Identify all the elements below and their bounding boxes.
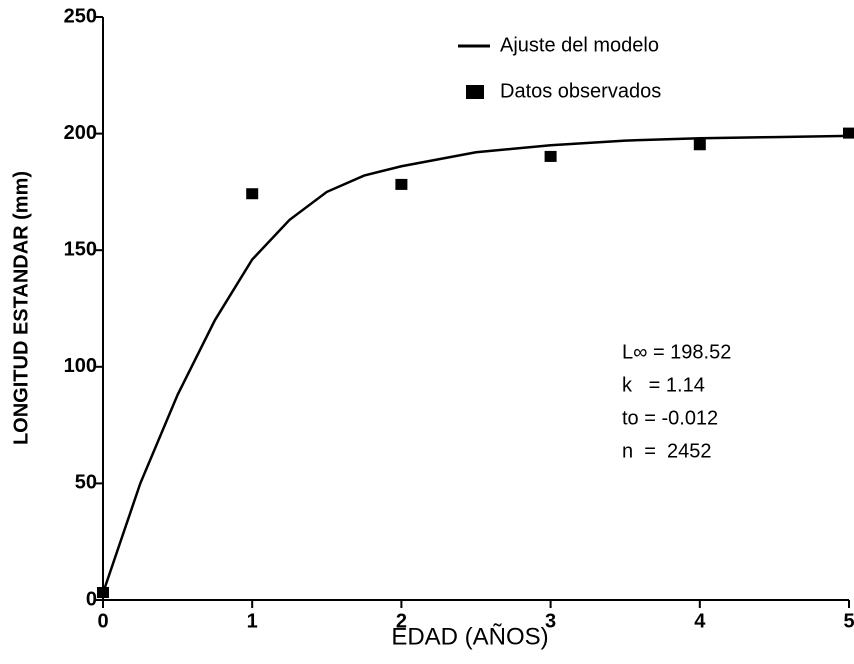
y-axis-title: LONGITUD ESTANDAR (mm) <box>10 171 32 445</box>
data-point <box>395 178 408 190</box>
x-tick-label: 5 <box>843 610 854 632</box>
annotation: to = -0.012 <box>622 407 718 429</box>
y-tick-label: 200 <box>64 122 97 144</box>
x-tick-label: 3 <box>545 610 556 632</box>
annotation: k = 1.14 <box>622 374 705 396</box>
data-point <box>693 139 706 151</box>
x-tick-label: 2 <box>396 610 407 632</box>
fit-line <box>101 134 850 594</box>
legend-marker <box>466 85 484 99</box>
annotation: L∞ = 198.52 <box>622 341 731 363</box>
legend-label: Ajuste del modelo <box>500 34 659 56</box>
y-tick-label: 150 <box>64 238 97 260</box>
x-tick-label: 4 <box>694 610 706 632</box>
x-tick-label: 1 <box>247 610 258 632</box>
y-tick-label: 50 <box>75 472 97 494</box>
x-axis-title: EDAD (AÑOS) <box>391 623 548 650</box>
y-tick-label: 250 <box>64 5 97 27</box>
y-tick-label: 0 <box>86 588 97 610</box>
y-tick-label: 100 <box>64 355 97 377</box>
legend-label: Datos observados <box>500 80 661 102</box>
data-point <box>544 150 557 162</box>
data-point <box>246 188 259 200</box>
data-point <box>97 587 109 599</box>
x-tick-label: 0 <box>97 610 108 632</box>
data-point <box>843 127 854 139</box>
annotation: n = 2452 <box>622 440 712 462</box>
